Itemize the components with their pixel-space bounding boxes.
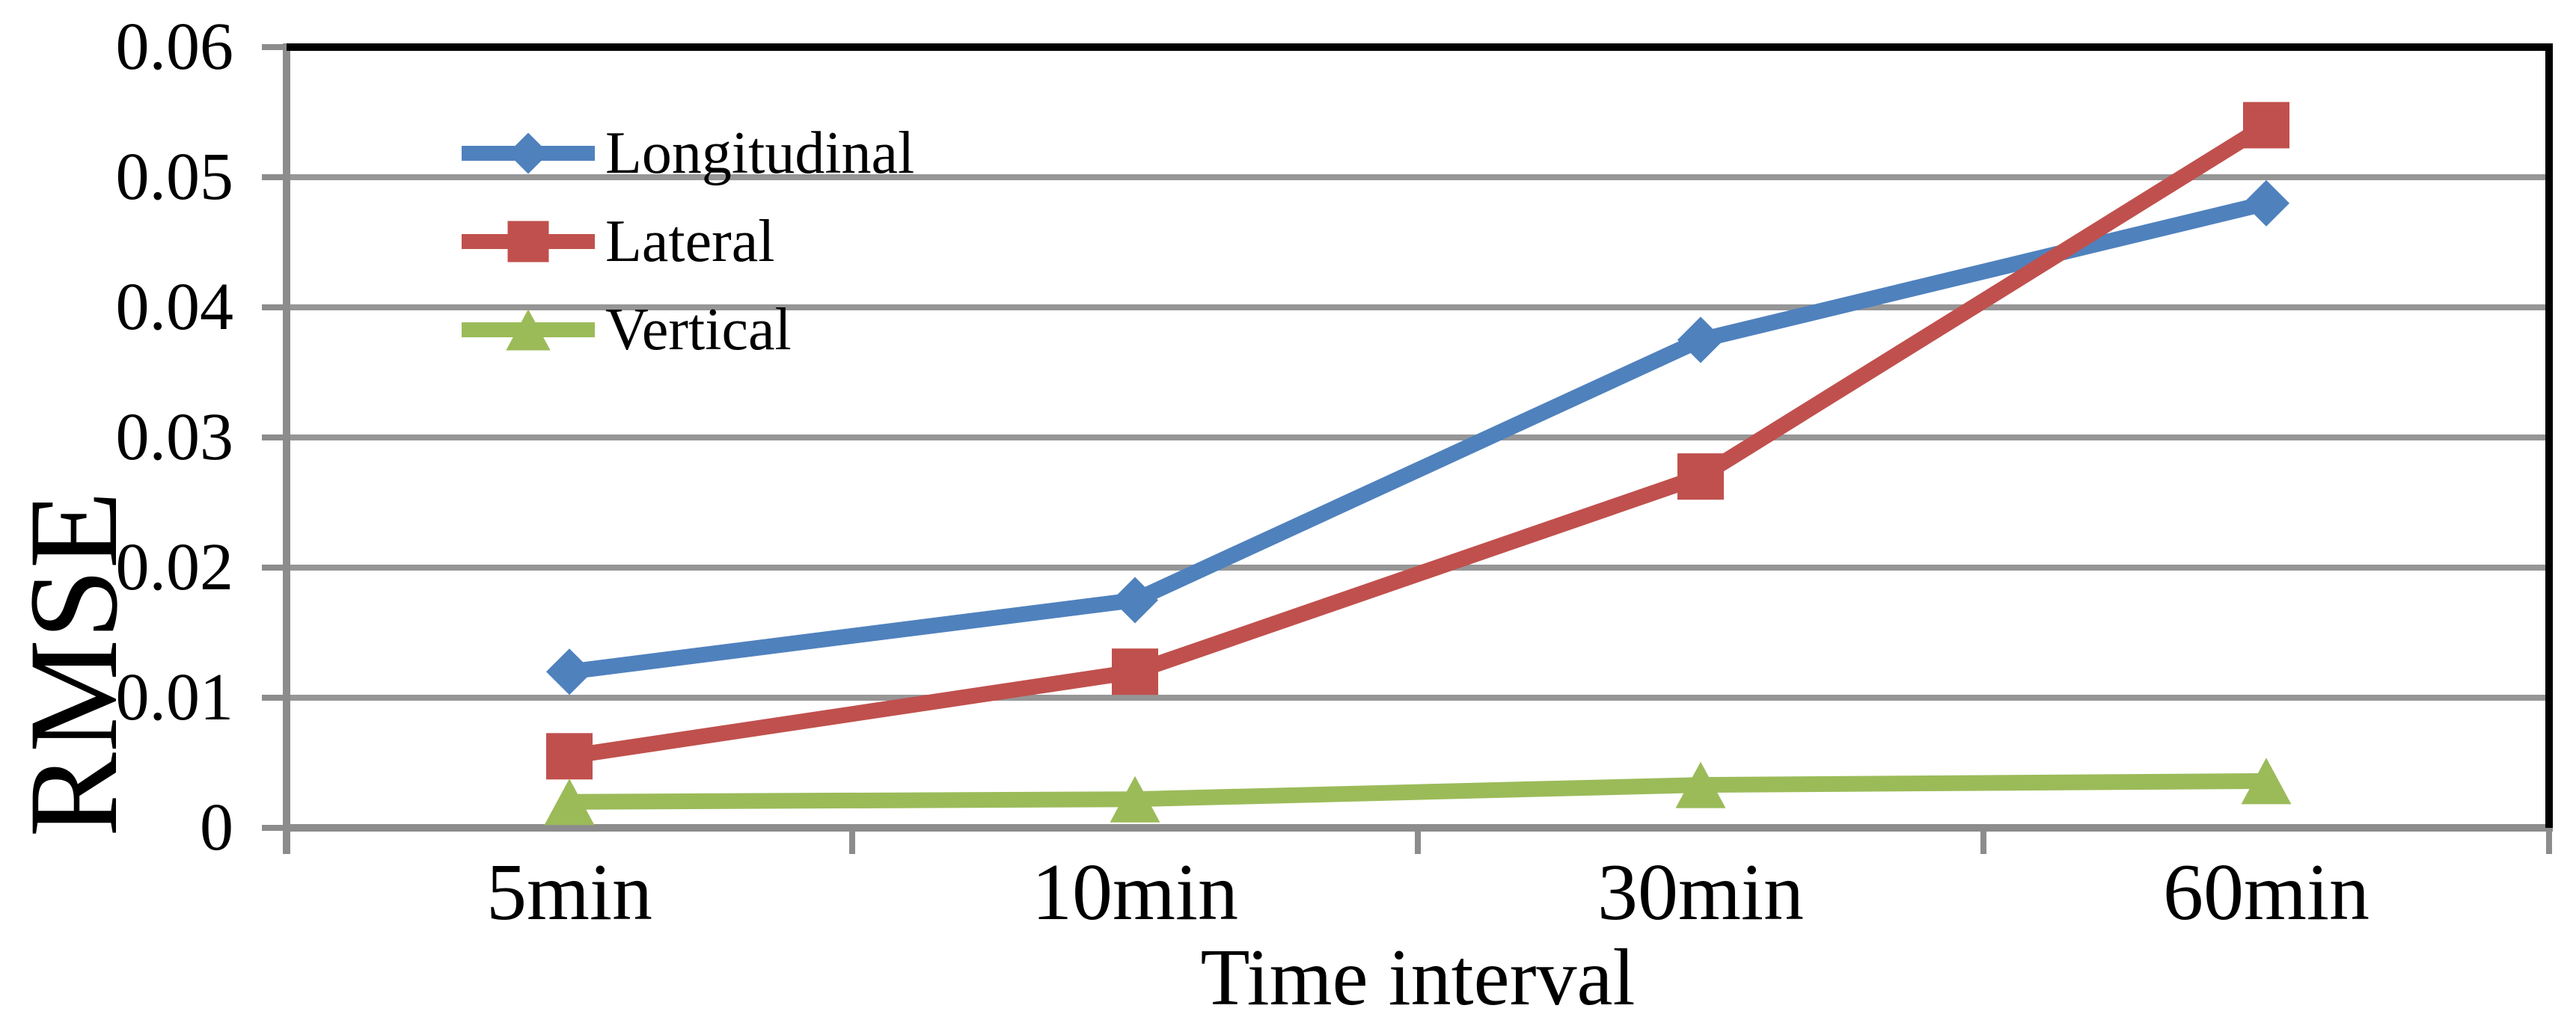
markers-group	[544, 102, 2292, 826]
data-point-longitudinal-60min	[2243, 179, 2289, 227]
legend-item-lateral: Lateral	[462, 197, 774, 286]
series-line-longitudinal	[561, 195, 2274, 680]
series-line-lateral	[561, 117, 2274, 764]
y-axis-title: RMSE	[3, 491, 144, 838]
x-axis-title: Time interval	[1200, 933, 1636, 1022]
y-tick-label: 0.03	[115, 400, 234, 474]
data-point-lateral-10min	[1112, 648, 1158, 695]
legend-label-lateral: Lateral	[605, 209, 775, 274]
x-tick-label: 10min	[1031, 848, 1238, 937]
legend-marker-triangle	[506, 309, 551, 351]
y-tick-label: 0.02	[115, 530, 234, 604]
legend-sample-vertical	[462, 309, 595, 351]
legend-item-vertical: Vertical	[462, 286, 792, 374]
series-line-vertical	[561, 773, 2274, 810]
legend-label-longitudinal: Longitudinal	[605, 120, 915, 186]
y-tick-label: 0.04	[115, 270, 234, 344]
data-point-lateral-5min	[546, 733, 593, 780]
data-point-vertical-5min	[544, 778, 595, 826]
legend-marker-square	[507, 221, 549, 262]
data-point-vertical-60min	[2241, 758, 2292, 805]
y-tick-label: 0.05	[115, 140, 234, 214]
data-point-vertical-30min	[1675, 761, 1726, 808]
x-tick-label: 30min	[1597, 848, 1804, 937]
data-point-lateral-60min	[2243, 102, 2289, 149]
y-tick-label: 0.06	[115, 10, 234, 84]
gridlines-group	[290, 174, 2546, 701]
data-point-vertical-10min	[1110, 776, 1160, 823]
legend-marker-diamond	[507, 132, 549, 174]
legend-label-vertical: Vertical	[605, 297, 792, 363]
data-point-lateral-30min	[1677, 453, 1724, 500]
legend-item-longitudinal: Longitudinal	[462, 109, 914, 197]
series-group	[561, 117, 2274, 810]
data-point-longitudinal-5min	[546, 648, 593, 695]
x-tick-label: 60min	[2162, 848, 2370, 937]
data-point-longitudinal-30min	[1677, 316, 1724, 363]
legend-sample-longitudinal	[462, 132, 595, 174]
y-tick-label: 0.01	[115, 660, 234, 734]
data-point-longitudinal-10min	[1112, 577, 1158, 624]
ticks-group	[262, 44, 2552, 854]
x-tick-label: 5min	[486, 848, 652, 937]
y-tick-label: 0	[200, 790, 233, 864]
legend-sample-lateral	[462, 221, 595, 262]
